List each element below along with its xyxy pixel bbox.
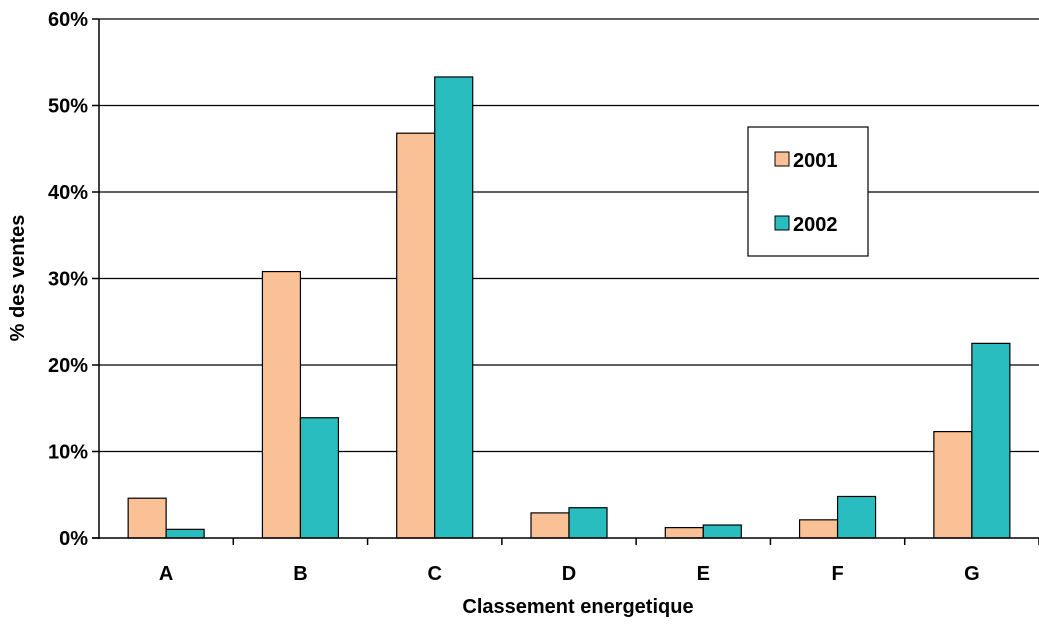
y-tick-label: 40% [48,182,88,204]
legend-label-2001: 2001 [793,150,838,172]
legend-swatch-2002 [774,215,790,231]
bar-2001-E [664,527,704,539]
y-tick-label: 30% [48,269,88,291]
legend: 2001 2002 [747,126,869,257]
axes [92,18,1039,545]
y-tick-label: 10% [48,442,88,464]
bar-2002-F [836,495,877,539]
bar-2001-F [798,519,839,539]
bar-2002-A [165,528,205,539]
x-tick-label: F [831,563,843,585]
x-tick-label: E [697,563,710,585]
y-tick-label: 50% [48,96,88,118]
y-tick-label: 20% [48,355,88,377]
y-tick-label: 60% [48,9,88,31]
bar-2002-C [434,76,474,539]
bars [127,76,1011,539]
legend-swatch-2001 [774,151,790,167]
y-tick-label: 0% [59,528,88,550]
y-axis-title: % des ventes [7,215,29,342]
x-tick-labels: A B C D E F G [159,563,980,585]
legend-label-2002: 2002 [793,214,838,236]
x-tick-label: D [562,563,576,585]
x-tick-label: B [293,563,307,585]
bar-2001-B [261,270,302,539]
x-axis-title: Classement energetique [462,596,693,618]
y-tick-labels: 0% 10% 20% 30% 40% 50% 60% [48,9,88,550]
x-tick-label: A [159,563,173,585]
bar-2002-D [568,507,608,539]
bar-2001-A [127,497,167,539]
gridlines [99,18,1039,453]
bar-2001-C [396,132,436,539]
x-tick-label: G [964,563,980,585]
bar-2002-G [971,342,1011,539]
bar-2001-G [933,431,973,539]
bar-2002-B [299,417,340,539]
bar-2002-E [702,524,742,539]
bar-2001-D [530,512,570,539]
legend-box [747,126,869,257]
x-tick-label: C [427,563,441,585]
